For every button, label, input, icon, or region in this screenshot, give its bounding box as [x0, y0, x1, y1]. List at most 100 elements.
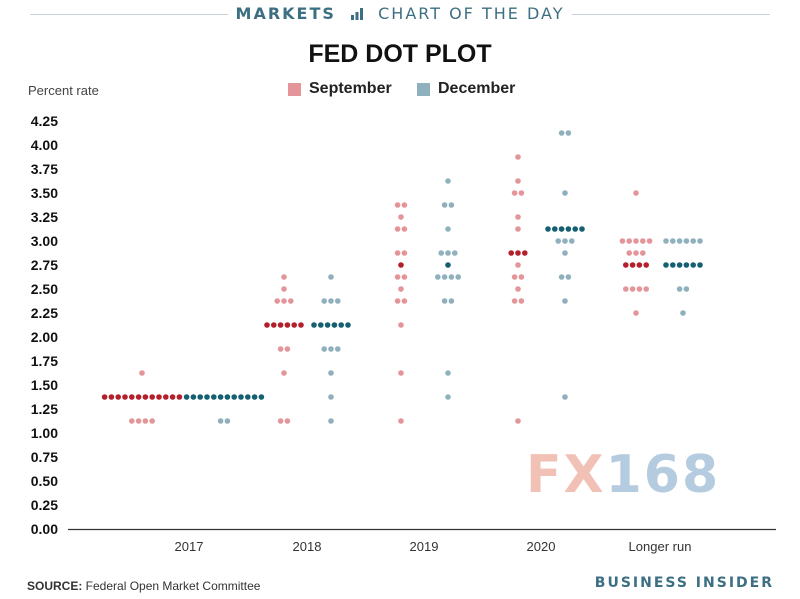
- dot-september-2020: [515, 262, 521, 268]
- dot-december-2017: [224, 418, 231, 424]
- dot-december-longer-run: [676, 238, 683, 244]
- dot-december-2018: [328, 298, 334, 304]
- dot-september-2018: [284, 418, 291, 424]
- dot-september-2018: [277, 346, 284, 352]
- dot-september-2018: [291, 322, 298, 328]
- dot-september-longer-run: [633, 250, 639, 256]
- dot-december-2019: [445, 394, 451, 400]
- dot-september-2019: [394, 202, 401, 208]
- dot-september-2019: [398, 418, 404, 424]
- y-tick-label: 4.00: [31, 137, 58, 153]
- x-tick-label: 2018: [293, 539, 322, 554]
- dot-september-2020: [515, 154, 521, 160]
- dot-december-2019: [445, 226, 451, 232]
- dot-september-longer-run: [633, 310, 639, 316]
- dot-december-longer-run: [697, 262, 703, 268]
- dot-december-2020: [552, 226, 558, 232]
- dot-december-2018: [328, 394, 334, 400]
- x-tick-label: Longer run: [629, 539, 692, 554]
- y-tick-label: 4.25: [31, 113, 58, 129]
- y-tick-label: 3.25: [31, 209, 58, 225]
- dot-december-2020: [562, 190, 568, 196]
- dot-september-2018: [281, 370, 287, 376]
- dot-september-2017: [139, 370, 145, 376]
- dot-september-2019: [401, 202, 408, 208]
- dot-december-2020: [562, 238, 568, 244]
- dot-december-2018: [345, 322, 351, 328]
- dot-september-2017: [135, 418, 142, 424]
- dot-september-longer-run: [636, 286, 643, 292]
- dot-september-2020: [511, 298, 518, 304]
- dot-september-longer-run: [619, 238, 626, 244]
- dot-september-longer-run: [626, 250, 632, 256]
- legend-swatch-december: [417, 82, 430, 96]
- dot-december-2017: [204, 394, 210, 400]
- source-label: SOURCE:: [27, 579, 83, 593]
- dot-september-2019: [398, 322, 404, 328]
- dot-december-2018: [321, 346, 328, 352]
- dot-september-longer-run: [629, 286, 636, 292]
- dot-september-2019: [394, 226, 401, 232]
- dot-december-2020: [562, 394, 568, 400]
- legend-december: December: [417, 80, 515, 98]
- dot-december-2020: [562, 298, 568, 304]
- dot-december-2017: [245, 394, 251, 400]
- dot-september-2017: [149, 394, 155, 400]
- watermark-fx: FX: [526, 445, 606, 505]
- dot-september-2018: [277, 418, 284, 424]
- dot-september-longer-run: [640, 250, 646, 256]
- dot-september-longer-run: [646, 238, 653, 244]
- dot-december-2018: [328, 370, 334, 376]
- y-tick-label: 3.75: [31, 161, 58, 177]
- dot-december-2018: [335, 298, 341, 304]
- dot-december-2019: [455, 274, 462, 280]
- dot-september-2019: [401, 250, 408, 256]
- dot-september-2018: [284, 346, 291, 352]
- dot-december-2019: [445, 262, 451, 268]
- dot-december-longer-run: [663, 262, 669, 268]
- dot-december-2018: [328, 274, 334, 280]
- dot-september-2018: [281, 274, 287, 280]
- dot-december-longer-run: [690, 262, 696, 268]
- dot-september-2019: [394, 298, 401, 304]
- dot-september-2017: [108, 394, 115, 400]
- dot-december-2017: [251, 394, 258, 400]
- chart-of-the-day-label: CHART OF THE DAY: [378, 4, 565, 23]
- y-tick-label: 3.50: [31, 185, 58, 201]
- dot-december-2020: [565, 130, 572, 136]
- dot-december-2019: [441, 274, 448, 280]
- dot-december-2017: [224, 394, 231, 400]
- dot-december-2019: [452, 250, 458, 256]
- y-tick-label: 1.00: [31, 425, 58, 441]
- dot-december-2017: [211, 394, 217, 400]
- header-rule-left: [30, 14, 228, 15]
- dot-december-2018: [335, 346, 341, 352]
- dot-september-2018: [264, 322, 270, 328]
- dot-september-2017: [122, 394, 128, 400]
- dot-december-longer-run: [670, 238, 676, 244]
- dot-september-2020: [518, 274, 525, 280]
- dot-december-longer-run: [670, 262, 676, 268]
- dot-september-longer-run: [640, 238, 646, 244]
- dot-december-2018: [311, 322, 317, 328]
- dot-december-longer-run: [683, 262, 690, 268]
- dot-december-2020: [545, 226, 551, 232]
- dot-december-2019: [438, 250, 445, 256]
- dot-september-2020: [511, 274, 518, 280]
- dot-september-2020: [518, 190, 525, 196]
- dot-september-2018: [271, 322, 277, 328]
- dot-september-2020: [522, 250, 528, 256]
- y-axis-label: Percent rate: [28, 83, 99, 98]
- x-tick-label: 2019: [410, 539, 439, 554]
- dot-december-2018: [328, 418, 334, 424]
- legend-label-december: December: [438, 80, 516, 97]
- dot-september-2020: [515, 250, 521, 256]
- dot-december-2019: [445, 370, 451, 376]
- dot-december-2017: [217, 418, 224, 424]
- dot-september-2019: [394, 274, 401, 280]
- y-tick-label: 2.75: [31, 257, 58, 273]
- dot-december-2020: [565, 226, 572, 232]
- dot-december-longer-run: [690, 238, 696, 244]
- dot-september-2017: [142, 418, 149, 424]
- dot-september-2020: [515, 178, 521, 184]
